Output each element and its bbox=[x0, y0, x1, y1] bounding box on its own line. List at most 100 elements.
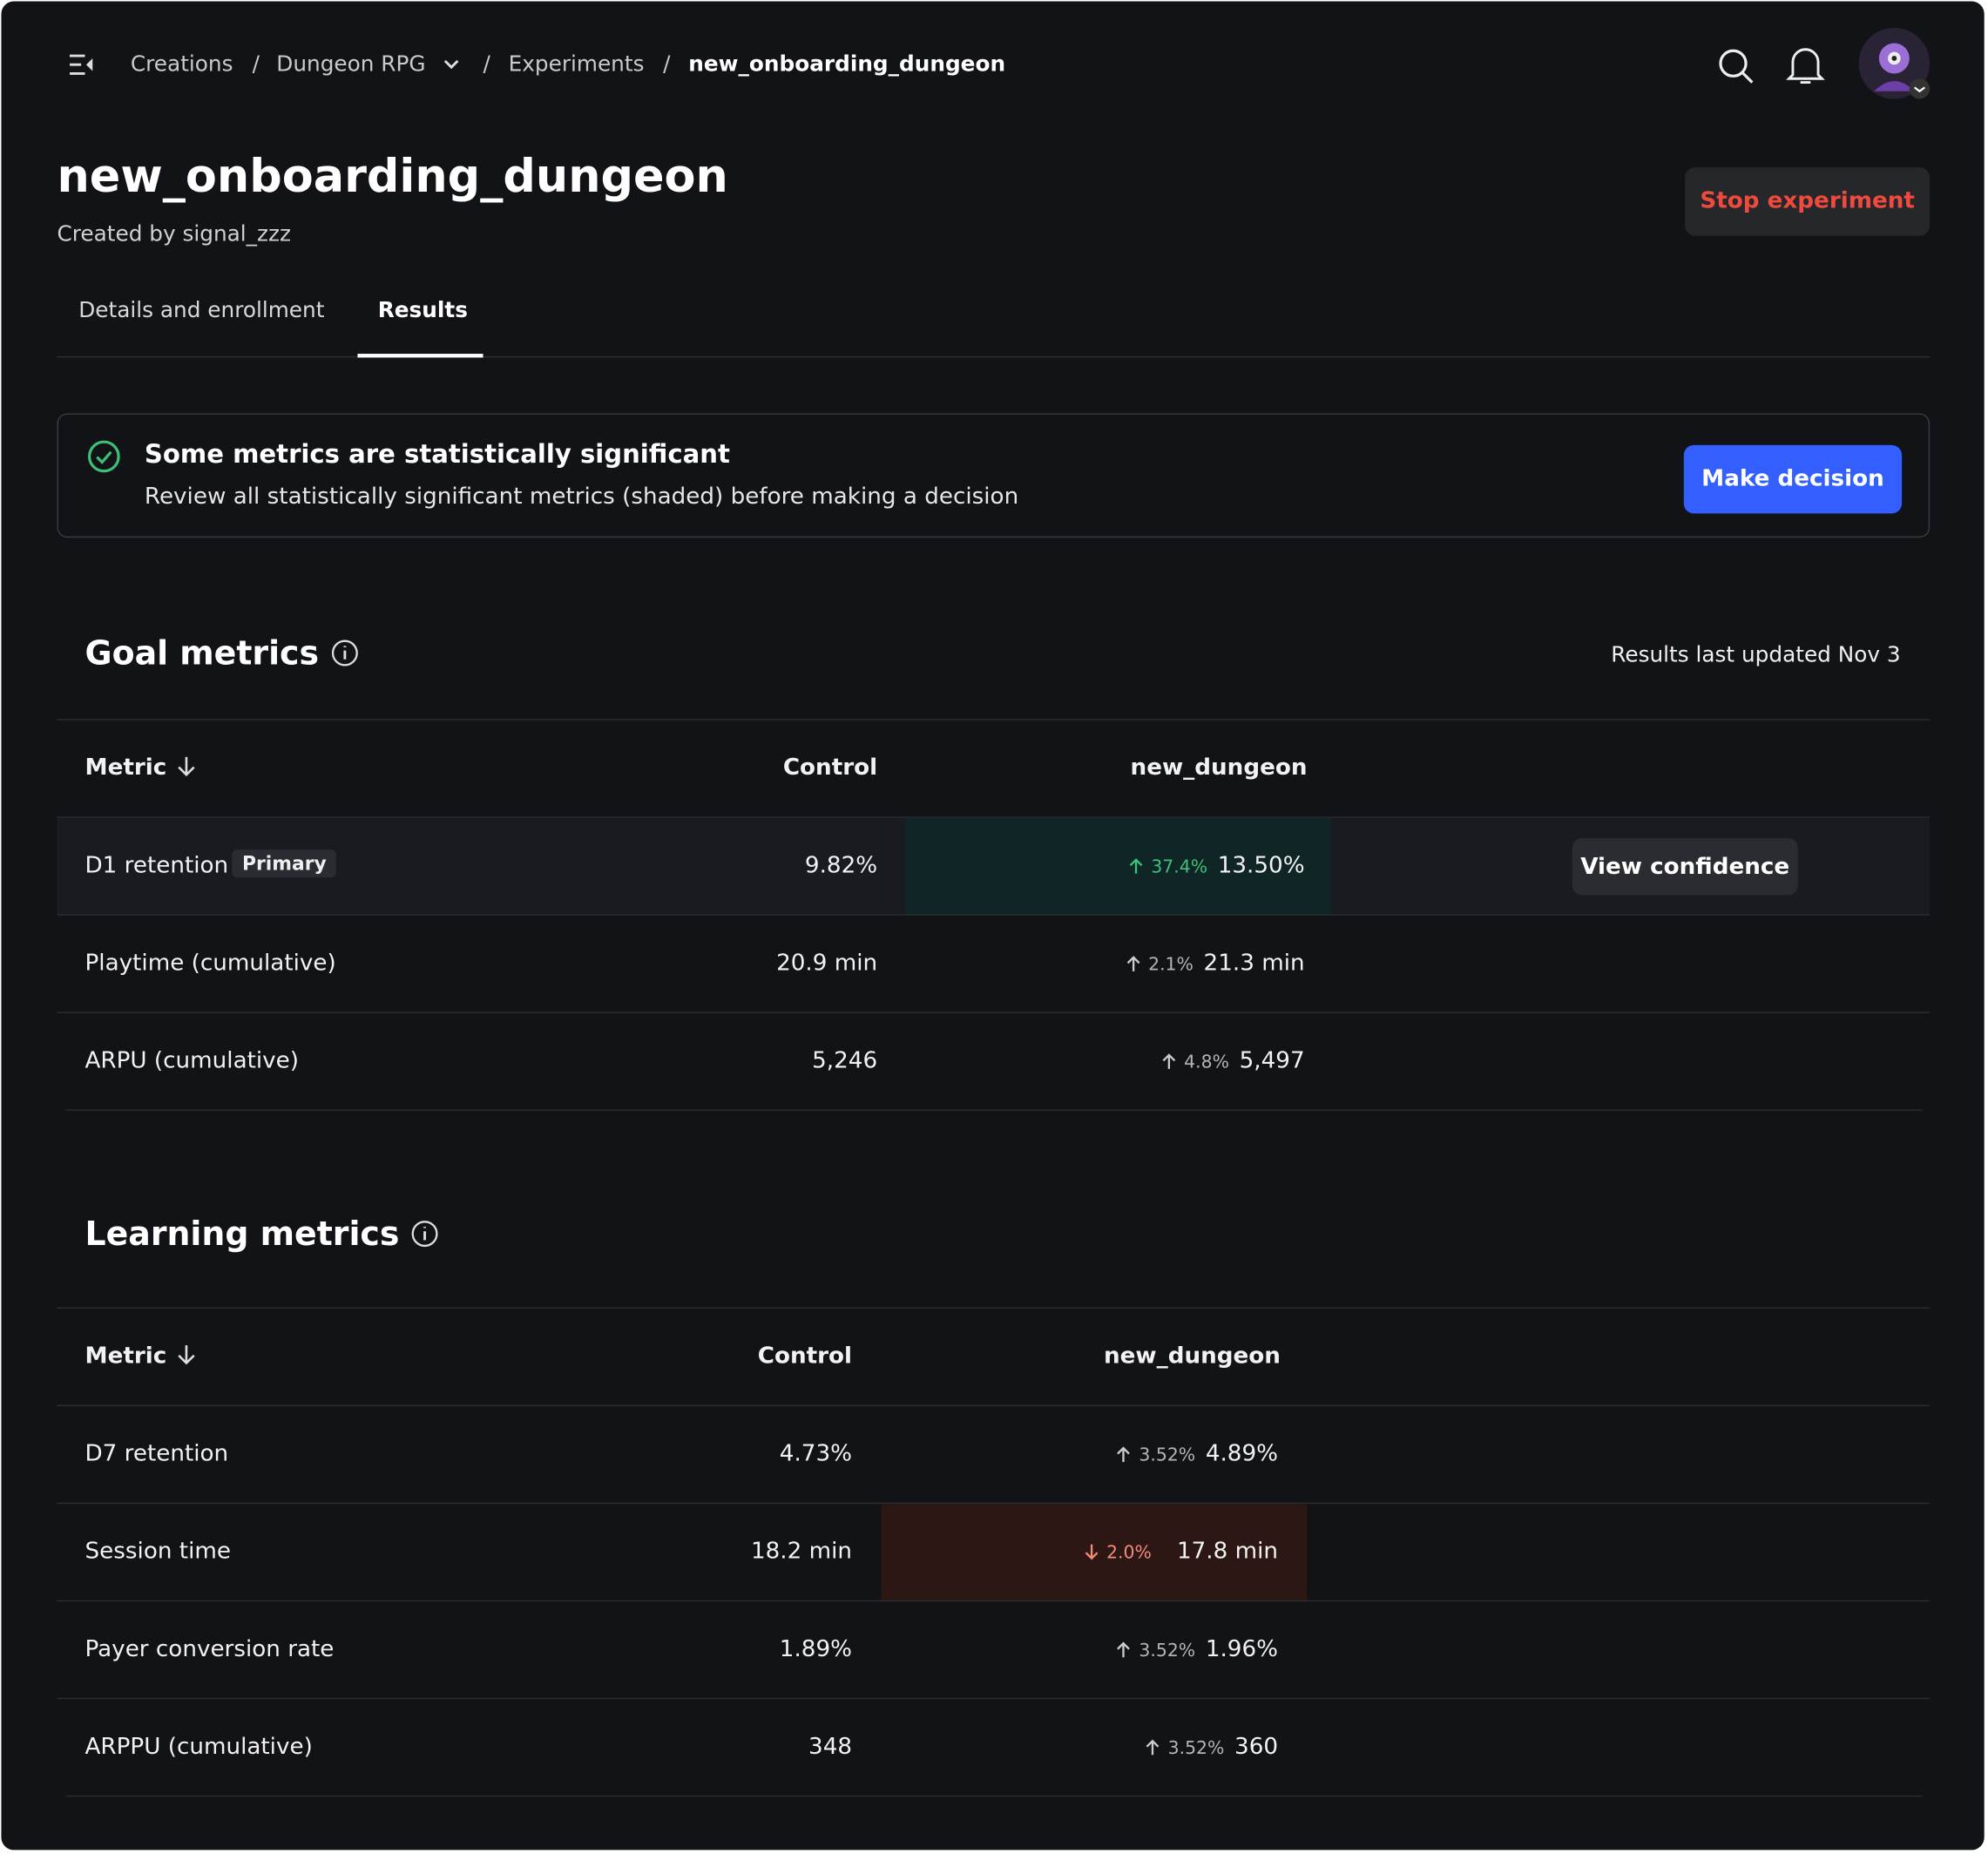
treatment-value: 1.96% bbox=[1205, 1635, 1279, 1663]
change: 37.4% bbox=[1151, 856, 1208, 878]
row-divider bbox=[57, 1502, 1931, 1505]
treatment-value: 5,497 bbox=[1239, 1047, 1305, 1074]
significant-cell bbox=[905, 817, 1332, 915]
breadcrumb[interactable]: Creations bbox=[130, 51, 233, 78]
up-arrow bbox=[1162, 1053, 1176, 1069]
subtitle: Created by signal_zzz bbox=[57, 221, 292, 247]
breadcrumb[interactable]: Dungeon RPG bbox=[276, 51, 426, 78]
row-divider bbox=[57, 1404, 1931, 1407]
control-value: 9.82% bbox=[804, 852, 878, 879]
column-header: new_dungeon bbox=[1130, 754, 1308, 782]
column-header: new_dungeon bbox=[1103, 1343, 1281, 1370]
metric-name: Playtime (cumulative) bbox=[85, 950, 336, 977]
separator: / bbox=[483, 51, 490, 78]
metric-row: Payer conversion rate 1.89% 3.52% 1.96% bbox=[57, 1601, 1930, 1698]
primary-badge: Primary bbox=[232, 849, 337, 878]
info-icon[interactable] bbox=[411, 1220, 439, 1248]
tab-indicator bbox=[357, 354, 483, 358]
row-divider bbox=[57, 719, 1931, 721]
metric-row: ARPU (cumulative) 5,246 4.8% 5,497 bbox=[57, 1013, 1930, 1110]
control-value: 4.73% bbox=[779, 1440, 853, 1467]
tab-active[interactable]: Results bbox=[377, 298, 468, 324]
metric-name: ARPPU (cumulative) bbox=[85, 1733, 313, 1761]
sort-icon bbox=[177, 756, 195, 777]
page-title: new_onboarding_dungeon bbox=[57, 151, 728, 203]
info-icon[interactable] bbox=[330, 639, 358, 667]
tab[interactable]: Details and enrollment bbox=[78, 298, 325, 324]
make-decision-button[interactable]: Make decision bbox=[1683, 444, 1903, 514]
row-divider bbox=[57, 914, 1931, 916]
row-divider bbox=[65, 1109, 1923, 1111]
stop-button[interactable]: Stop experiment bbox=[1685, 167, 1931, 236]
chevron[interactable] bbox=[443, 57, 460, 71]
sort-icon bbox=[177, 1345, 195, 1365]
up-arrow bbox=[1146, 1739, 1160, 1756]
row-divider bbox=[57, 1697, 1931, 1700]
section-title-text: Goal metrics bbox=[85, 635, 320, 673]
significant-cell bbox=[881, 1504, 1308, 1600]
metric-name: Payer conversion rate bbox=[85, 1635, 335, 1663]
change: 3.52% bbox=[1139, 1445, 1196, 1466]
up-arrow bbox=[1129, 858, 1143, 874]
tab-divider bbox=[57, 355, 1931, 358]
section-title: Goal metrics bbox=[85, 635, 359, 673]
banner-title: Some metrics are statistically significa… bbox=[144, 438, 730, 470]
column-header: Control bbox=[757, 1343, 853, 1370]
metric-row: Playtime (cumulative) 20.9 min 2.1% 21.3 … bbox=[57, 916, 1930, 1012]
search-icon[interactable] bbox=[1715, 45, 1756, 86]
column-header: Control bbox=[782, 754, 878, 782]
updated-text: Results last updated Nov 3 bbox=[1611, 642, 1901, 668]
control-value: 5,246 bbox=[812, 1047, 878, 1074]
view-confidence-button[interactable]: View confidence bbox=[1572, 838, 1798, 896]
separator: / bbox=[663, 51, 671, 78]
control-value: 18.2 min bbox=[750, 1538, 853, 1565]
metric-name: ARPU (cumulative) bbox=[85, 1047, 300, 1074]
up-arrow bbox=[1117, 1446, 1131, 1463]
change: 3.52% bbox=[1139, 1641, 1196, 1661]
down-arrow bbox=[1085, 1544, 1098, 1560]
banner-text: Review all statistically significant met… bbox=[144, 483, 1019, 511]
treatment-value: 17.8 min bbox=[1176, 1538, 1279, 1565]
metric-name: Session time bbox=[85, 1538, 231, 1565]
separator: / bbox=[252, 51, 260, 78]
metric-row: D1 retention Primary 9.82% 37.4% 13.50% V… bbox=[57, 817, 1931, 915]
banner: Some metrics are statistically significa… bbox=[57, 413, 1931, 538]
metric-name: D7 retention bbox=[85, 1440, 229, 1467]
treatment-value: 4.89% bbox=[1205, 1440, 1279, 1467]
breadcrumb: new_onboarding_dungeon bbox=[688, 51, 1006, 78]
row-divider bbox=[57, 1307, 1931, 1309]
check-icon bbox=[88, 440, 120, 473]
control-value: 20.9 min bbox=[776, 950, 878, 977]
treatment-value: 21.3 min bbox=[1203, 950, 1305, 977]
control-value: 348 bbox=[808, 1733, 853, 1761]
up-arrow bbox=[1117, 1641, 1131, 1658]
treatment-value: 360 bbox=[1234, 1733, 1279, 1761]
change: 4.8% bbox=[1184, 1052, 1229, 1073]
menu-icon[interactable] bbox=[67, 52, 95, 78]
column-header-text: Metric bbox=[85, 1343, 167, 1370]
avatar[interactable] bbox=[1858, 28, 1932, 101]
section-title-text: Learning metrics bbox=[85, 1215, 400, 1255]
treatment-value: 13.50% bbox=[1217, 852, 1305, 879]
change: 2.0% bbox=[1106, 1543, 1152, 1564]
breadcrumb[interactable]: Experiments bbox=[508, 51, 645, 78]
table-header: Metric Control new_dungeon bbox=[57, 1309, 1930, 1405]
row-divider bbox=[57, 816, 1931, 818]
section-title: Learning metrics bbox=[85, 1215, 439, 1255]
column-header[interactable]: Metric bbox=[85, 721, 198, 817]
up-arrow bbox=[1126, 956, 1140, 971]
bell-icon[interactable] bbox=[1785, 44, 1826, 87]
column-header[interactable]: Metric bbox=[85, 1309, 198, 1405]
metric-name: D1 retention bbox=[85, 852, 229, 879]
column-header-text: Metric bbox=[85, 754, 167, 782]
row-divider bbox=[57, 1600, 1931, 1602]
table-header: Metric Control new_dungeon bbox=[57, 721, 1930, 817]
change: 3.52% bbox=[1167, 1738, 1225, 1759]
metric-row: Session time 18.2 min 2.0% 17.8 min bbox=[57, 1504, 1930, 1600]
change: 2.1% bbox=[1148, 954, 1193, 976]
control-value: 1.89% bbox=[779, 1635, 853, 1663]
metric-row: ARPPU (cumulative) 348 3.52% 360 bbox=[57, 1699, 1930, 1796]
